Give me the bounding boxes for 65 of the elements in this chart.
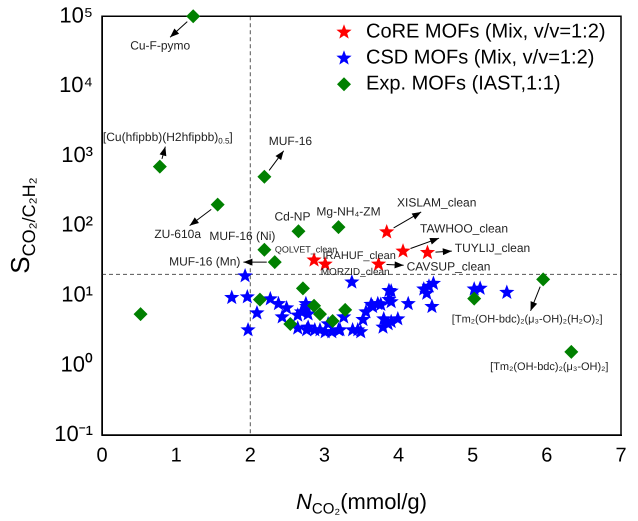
x-tick-label: 4 (393, 444, 404, 467)
legend-label: CSD MOFs (Mix, v/v=1:2) (366, 46, 594, 69)
annotation: MORZID_clean (320, 266, 390, 278)
x-tick-label: 6 (541, 444, 552, 467)
x-tick-label: 1 (170, 444, 182, 467)
legend-label: Exp. MOFs (IAST,1:1) (366, 72, 560, 95)
point (134, 307, 148, 322)
annotation: Cu-F-pymo (130, 38, 191, 53)
point (268, 255, 282, 270)
point (186, 9, 200, 24)
point (152, 160, 167, 174)
annotation: MUF-16 (Ni) (209, 229, 276, 244)
annotation: [Tm₂(OH-bdc)₂(μ₃-OH)₂(H₂O)₂] (452, 313, 602, 326)
point (338, 302, 352, 317)
y-axis-title: SCO₂/C₂H₂ (5, 177, 39, 274)
point (379, 224, 394, 238)
point (536, 272, 550, 286)
point (332, 220, 346, 234)
annotation: MUF-16 (Mn) (169, 254, 240, 268)
y-tick-label: 10² (61, 212, 93, 237)
annotation: Cd-NP (274, 210, 310, 224)
point (312, 307, 327, 322)
x-tick-label: 3 (318, 444, 330, 467)
point (240, 322, 256, 336)
annotation: ZU-610a (154, 226, 202, 241)
annotation: [Tm₂(OH-bdc)₂(μ₃-OH)₂] (490, 360, 608, 373)
point (326, 314, 340, 328)
point (283, 316, 298, 331)
y-tick-label: 10¹ (61, 281, 93, 306)
point (395, 243, 411, 258)
point (224, 290, 240, 304)
x-tick-label: 2 (244, 444, 256, 467)
point (257, 242, 272, 257)
point (252, 292, 267, 307)
point (467, 292, 482, 306)
y-tick-label: 10⁴ (59, 72, 93, 98)
point (499, 284, 514, 299)
x-tick-label: 5 (467, 444, 478, 467)
annotation: CAVSUP_clean (406, 260, 490, 274)
point (564, 344, 578, 359)
annotation: TUYLIJ_clean (454, 240, 530, 255)
y-tick-label: 10⁵ (59, 2, 93, 28)
y-tick-label: 10⁰ (60, 351, 93, 376)
legend-label: CoRE MOFs (Mix, v/v=1:2) (366, 20, 606, 43)
point (240, 288, 255, 304)
point (307, 298, 322, 313)
annotation: MUF-16 (268, 134, 312, 148)
y-tick-label: 10⁻¹ (54, 421, 93, 446)
point (237, 268, 253, 282)
point (291, 224, 306, 238)
annotation: Mg-NH₄-ZM (316, 204, 381, 218)
point (400, 296, 416, 310)
point (274, 309, 290, 324)
x-tick-label: 7 (615, 444, 627, 467)
point (210, 198, 225, 212)
annotation: XISLAM_clean (397, 195, 476, 210)
point (257, 170, 272, 184)
point (296, 281, 310, 296)
annotation: TAWHOO_clean (420, 221, 508, 236)
point (390, 310, 406, 326)
y-tick-label: 10³ (61, 142, 93, 167)
point (424, 298, 440, 314)
x-tick-label: 0 (96, 444, 108, 467)
point (420, 244, 436, 260)
point (249, 304, 265, 320)
